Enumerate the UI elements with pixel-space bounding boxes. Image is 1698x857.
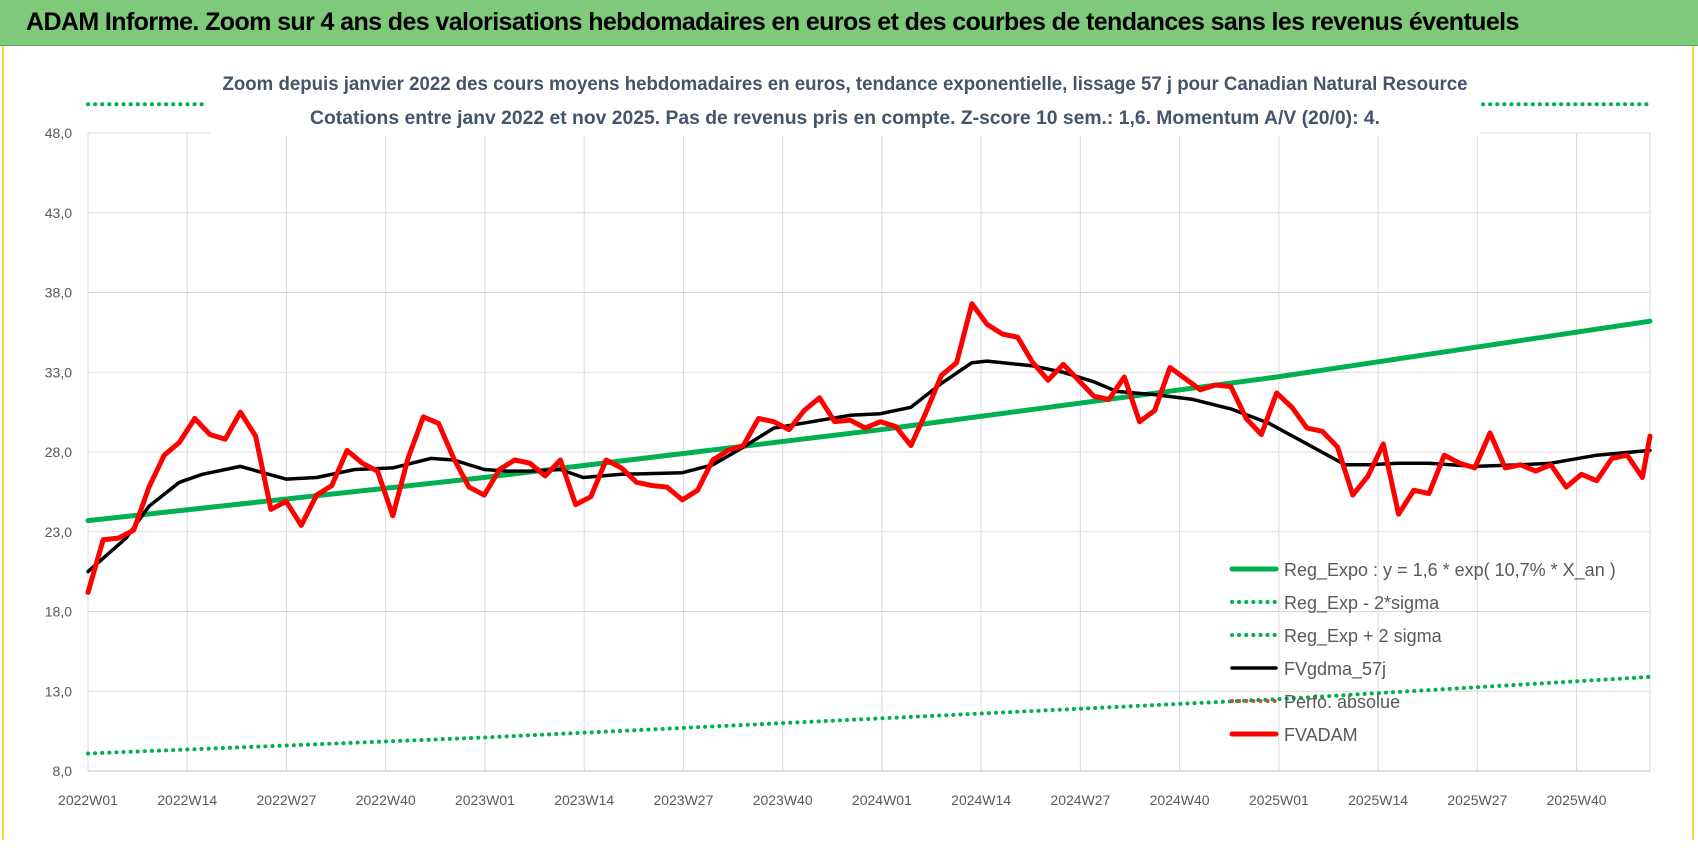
y-tick-label: 48,0 (45, 125, 72, 141)
y-tick-label: 38,0 (45, 285, 72, 301)
legend-label: Reg_Expo : y = 1,6 * exp( 10,7% * X_an ) (1284, 560, 1616, 581)
y-tick-label: 28,0 (45, 444, 72, 460)
y-axis-tick-labels: 8,0 13,0 18,0 23,0 28,0 33,0 38,0 43,0 48,0 (45, 125, 72, 779)
chart-legend: Reg_Expo : y = 1,6 * exp( 10,7% * X_an )… (1229, 560, 1616, 745)
series-line-2 (86, 674, 1652, 756)
x-axis-tick-labels: 2022W01 2022W14 2022W27 2022W40 2023W01 2023W… (58, 792, 1607, 808)
y-tick-label: 23,0 (45, 524, 72, 540)
x-tick-label: 2025W27 (1447, 792, 1507, 808)
title-background (210, 62, 1480, 136)
x-tick-label: 2022W01 (58, 792, 118, 808)
chart-subtitle: Cotations entre janv 2022 et nov 2025. P… (310, 108, 1380, 129)
x-tick-label: 2024W27 (1050, 792, 1110, 808)
x-tick-label: 2025W14 (1348, 792, 1408, 808)
y-tick-label: 8,0 (53, 763, 73, 779)
x-tick-label: 2022W14 (157, 792, 217, 808)
chart-series (85, 102, 1653, 756)
x-tick-label: 2024W14 (951, 792, 1011, 808)
legend-label: Reg_Exp + 2 sigma (1284, 626, 1443, 647)
legend-label: FVgdma_57j (1284, 659, 1386, 680)
x-tick-label: 2023W01 (455, 792, 515, 808)
x-tick-label: 2023W40 (753, 792, 813, 808)
y-tick-label: 33,0 (45, 364, 72, 380)
chart-gridlines (87, 132, 1651, 772)
report-banner: ADAM Informe. Zoom sur 4 ans des valoris… (0, 0, 1698, 46)
legend-label: Reg_Exp - 2*sigma (1284, 593, 1440, 614)
series-line-4 (86, 359, 1652, 574)
x-tick-label: 2024W01 (852, 792, 912, 808)
series-line-1 (85, 318, 1653, 524)
legend-label: FVADAM (1284, 725, 1358, 745)
y-tick-label: 43,0 (45, 205, 72, 221)
chart-frame (2, 46, 1694, 840)
y-tick-label: 18,0 (45, 604, 72, 620)
x-tick-label: 2023W27 (653, 792, 713, 808)
series-line-6 (85, 301, 1653, 595)
report-title: ADAM Informe. Zoom sur 4 ans des valoris… (26, 8, 1519, 36)
legend-label: Perfo. absolue (1284, 692, 1400, 712)
x-tick-label: 2023W14 (554, 792, 614, 808)
x-tick-label: 2025W40 (1547, 792, 1607, 808)
x-tick-label: 2025W01 (1249, 792, 1309, 808)
x-tick-label: 2024W40 (1150, 792, 1210, 808)
x-tick-label: 2022W27 (257, 792, 317, 808)
x-tick-label: 2022W40 (356, 792, 416, 808)
chart-title: Zoom depuis janvier 2022 des cours moyen… (223, 74, 1468, 95)
y-tick-label: 13,0 (45, 683, 72, 699)
